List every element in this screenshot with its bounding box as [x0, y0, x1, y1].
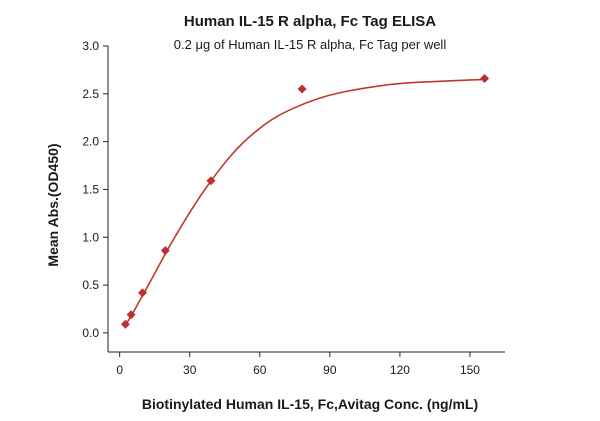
axes — [107, 46, 505, 353]
y-tick-label: 2.0 — [82, 135, 99, 149]
y-tick-label: 1.5 — [82, 182, 99, 196]
data-point-diamond — [160, 246, 170, 256]
x-tick-label: 150 — [460, 363, 480, 377]
x-axis-label: Biotinylated Human IL-15, Fc,Avitag Conc… — [142, 396, 478, 412]
y-axis-ticks: 0.0 0.5 1.0 1.5 2.0 2.5 3.0 — [82, 39, 108, 340]
y-tick-label: 1.0 — [82, 230, 99, 244]
data-point-diamond — [297, 84, 307, 94]
data-points-group — [120, 74, 490, 329]
y-axis-label: Mean Abs.(OD450) — [45, 143, 61, 266]
x-tick-label: 0 — [116, 363, 123, 377]
x-axis-ticks: 0 30 60 90 120 150 — [116, 352, 480, 377]
x-tick-label: 60 — [253, 363, 267, 377]
y-tick-label: 2.5 — [82, 87, 99, 101]
data-point-diamond — [480, 74, 490, 83]
fit-curve-line — [124, 78, 486, 326]
y-tick-label: 3.0 — [82, 39, 99, 53]
data-point-diamond — [138, 288, 147, 298]
x-tick-label: 90 — [323, 363, 337, 377]
x-tick-label: 30 — [183, 363, 197, 377]
data-point-diamond — [120, 319, 130, 329]
chart-title: Human IL-15 R alpha, Fc Tag ELISA — [184, 13, 436, 30]
y-tick-label: 0.0 — [82, 326, 99, 340]
chart-subtitle: 0.2 μg of Human IL-15 R alpha, Fc Tag pe… — [174, 37, 447, 52]
data-point-diamond — [206, 176, 216, 186]
data-point-diamond — [126, 310, 136, 320]
y-tick-label: 0.5 — [82, 278, 99, 292]
fit-curve-group — [124, 78, 486, 326]
x-tick-label: 120 — [390, 363, 410, 377]
